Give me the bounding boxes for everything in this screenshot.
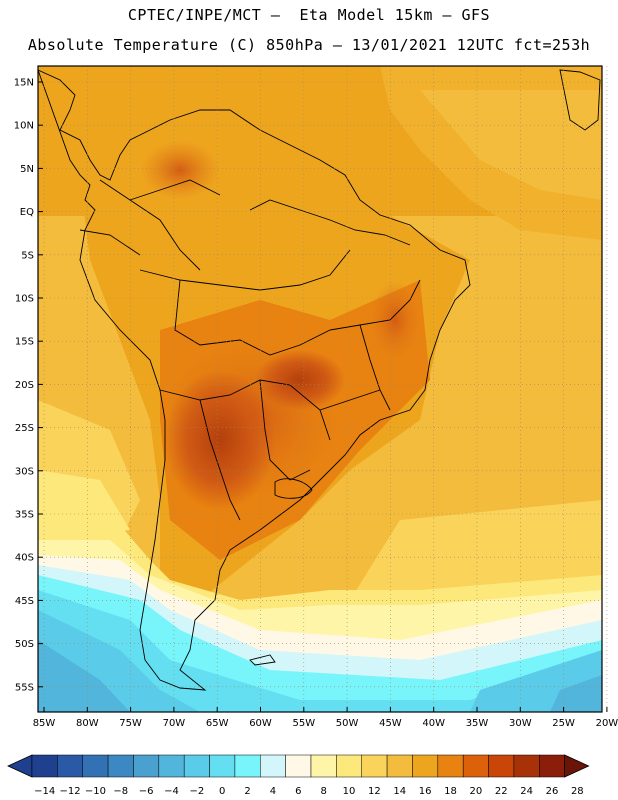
colorbar-labels: −14 −12 −10 −8 −6 −4 −2 0 2 4 6 8 10 12 14 16 18 20 22 24 26…: [34, 786, 584, 797]
colorbar-swatch: [437, 754, 464, 778]
lat-label: 5S: [21, 250, 34, 261]
colorbar-swatch: [158, 754, 185, 778]
colorbar-swatch: [412, 754, 439, 778]
lon-label: 75W: [119, 718, 142, 729]
colorbar-right-arrow: [564, 754, 590, 778]
colorbar-label: −4: [164, 786, 179, 797]
lon-label: 35W: [466, 718, 489, 729]
colorbar-swatch: [107, 754, 134, 778]
colorbar-label: 6: [295, 786, 301, 797]
colorbar-label: 0: [219, 786, 225, 797]
lon-label: 30W: [509, 718, 532, 729]
colorbar-swatch: [82, 754, 109, 778]
lat-label: 30S: [15, 466, 34, 477]
colorbar-swatch: [285, 754, 312, 778]
lat-label: 15S: [15, 337, 34, 348]
lat-label: 40S: [15, 553, 34, 564]
colorbar-swatch: [31, 754, 58, 778]
lon-label: 55W: [292, 718, 315, 729]
colorbar-label: −12: [59, 786, 80, 797]
lat-label: 10N: [14, 121, 34, 132]
colorbar-swatch: [336, 754, 362, 778]
colorbar-label: −10: [85, 786, 106, 797]
lat-label: EQ: [20, 207, 34, 218]
title-line-1: CPTEC/INPE/MCT – Eta Model 15km – GFS: [127, 6, 491, 24]
colorbar-label: 14: [393, 786, 406, 797]
colorbar-label: 16: [419, 786, 432, 797]
coastlines: [38, 69, 601, 691]
colorbar-label: 24: [520, 786, 533, 797]
lon-label: 80W: [76, 718, 99, 729]
colorbar-label: −6: [139, 786, 154, 797]
colorbar-swatch: [234, 754, 261, 778]
lon-label: 25W: [552, 718, 575, 729]
colorbar-swatch: [488, 754, 515, 778]
lon-label: 85W: [33, 718, 56, 729]
colorbar-left-arrow: [7, 754, 33, 778]
colorbar-swatch: [183, 754, 210, 778]
colorbar-label: −2: [189, 786, 204, 797]
colorbar-label: −14: [34, 786, 55, 797]
lat-label: 5N: [20, 164, 34, 175]
colorbar-label: 10: [343, 786, 356, 797]
lat-label: 15N: [14, 78, 34, 89]
lon-label: 50W: [336, 718, 359, 729]
colorbar: [7, 754, 590, 778]
lon-label: 60W: [249, 718, 272, 729]
colorbar-swatch: [462, 754, 489, 778]
title-line-2: Absolute Temperature (C) 850hPa – 13/01/…: [27, 36, 591, 54]
colorbar-label: 28: [571, 786, 584, 797]
colorbar-label: 26: [546, 786, 559, 797]
colorbar-swatch: [386, 754, 413, 778]
colorbar-swatch: [260, 754, 286, 778]
colorbar-swatch: [539, 754, 565, 778]
colorbar-swatch: [133, 754, 160, 778]
lon-label: 20W: [596, 718, 618, 729]
lat-label: 35S: [15, 510, 34, 521]
colorbar-swatch: [513, 754, 540, 778]
lon-label: 45W: [379, 718, 402, 729]
lat-label: 50S: [15, 639, 34, 650]
colorbar-label: −8: [113, 786, 128, 797]
lon-label: 40W: [422, 718, 445, 729]
lat-label: 45S: [15, 596, 34, 607]
longitude-labels: 85W 80W 75W 70W 65W 60W 55W 50W 45W 40W 35W 30W 25W 2…: [33, 718, 618, 729]
temperature-field: [38, 66, 602, 712]
lat-label: 25S: [15, 423, 34, 434]
latitude-labels: 15N 10N 5N EQ 5S 10S 15S 20S 25S 30S 35S 40S 45S 50S 5…: [14, 78, 34, 694]
colorbar-label: 12: [368, 786, 381, 797]
colorbar-label: 8: [320, 786, 326, 797]
lon-label: 70W: [163, 718, 186, 729]
axis-ticks: [38, 81, 608, 712]
colorbar-swatch: [57, 754, 83, 778]
map-frame: [37, 65, 603, 713]
colorbar-label: 2: [244, 786, 250, 797]
colorbar-label: 4: [270, 786, 276, 797]
lat-label: 20S: [15, 380, 34, 391]
colorbar-swatch: [361, 754, 388, 778]
colorbar-swatch: [310, 754, 337, 778]
colorbar-label: 20: [469, 786, 482, 797]
lon-label: 65W: [206, 718, 229, 729]
lat-label: 10S: [15, 294, 34, 305]
colorbar-label: 22: [495, 786, 508, 797]
colorbar-label: 18: [444, 786, 457, 797]
colorbar-swatch: [209, 754, 236, 778]
lat-label: 55S: [15, 682, 34, 693]
